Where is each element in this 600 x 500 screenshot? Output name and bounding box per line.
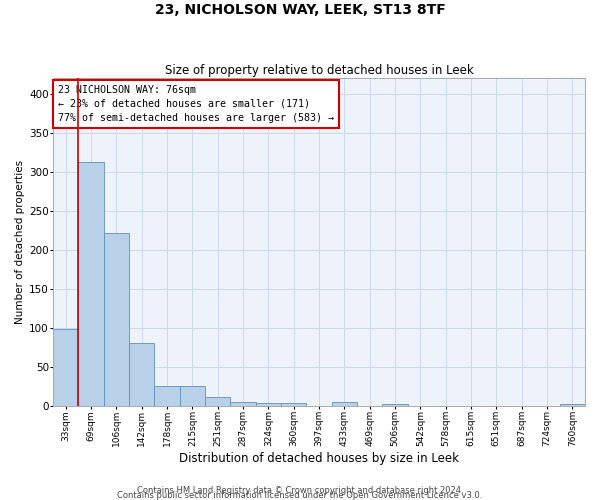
Bar [180, 386, 205, 406]
Title: Size of property relative to detached houses in Leek: Size of property relative to detached ho… [164, 64, 473, 77]
Bar [281, 403, 307, 406]
Bar [560, 404, 585, 406]
Bar [230, 402, 256, 406]
Bar [205, 398, 230, 406]
Text: Contains public sector information licensed under the Open Government Licence v3: Contains public sector information licen… [118, 491, 482, 500]
Bar [129, 344, 154, 406]
Text: 23 NICHOLSON WAY: 76sqm
← 23% of detached houses are smaller (171)
77% of semi-d: 23 NICHOLSON WAY: 76sqm ← 23% of detache… [58, 84, 334, 122]
Bar [53, 330, 79, 406]
Text: Contains HM Land Registry data © Crown copyright and database right 2024.: Contains HM Land Registry data © Crown c… [137, 486, 463, 495]
X-axis label: Distribution of detached houses by size in Leek: Distribution of detached houses by size … [179, 452, 459, 465]
Bar [79, 162, 104, 406]
Bar [154, 386, 180, 406]
Bar [256, 403, 281, 406]
Bar [104, 232, 129, 406]
Text: 23, NICHOLSON WAY, LEEK, ST13 8TF: 23, NICHOLSON WAY, LEEK, ST13 8TF [155, 2, 445, 16]
Y-axis label: Number of detached properties: Number of detached properties [15, 160, 25, 324]
Bar [332, 402, 357, 406]
Bar [382, 404, 407, 406]
